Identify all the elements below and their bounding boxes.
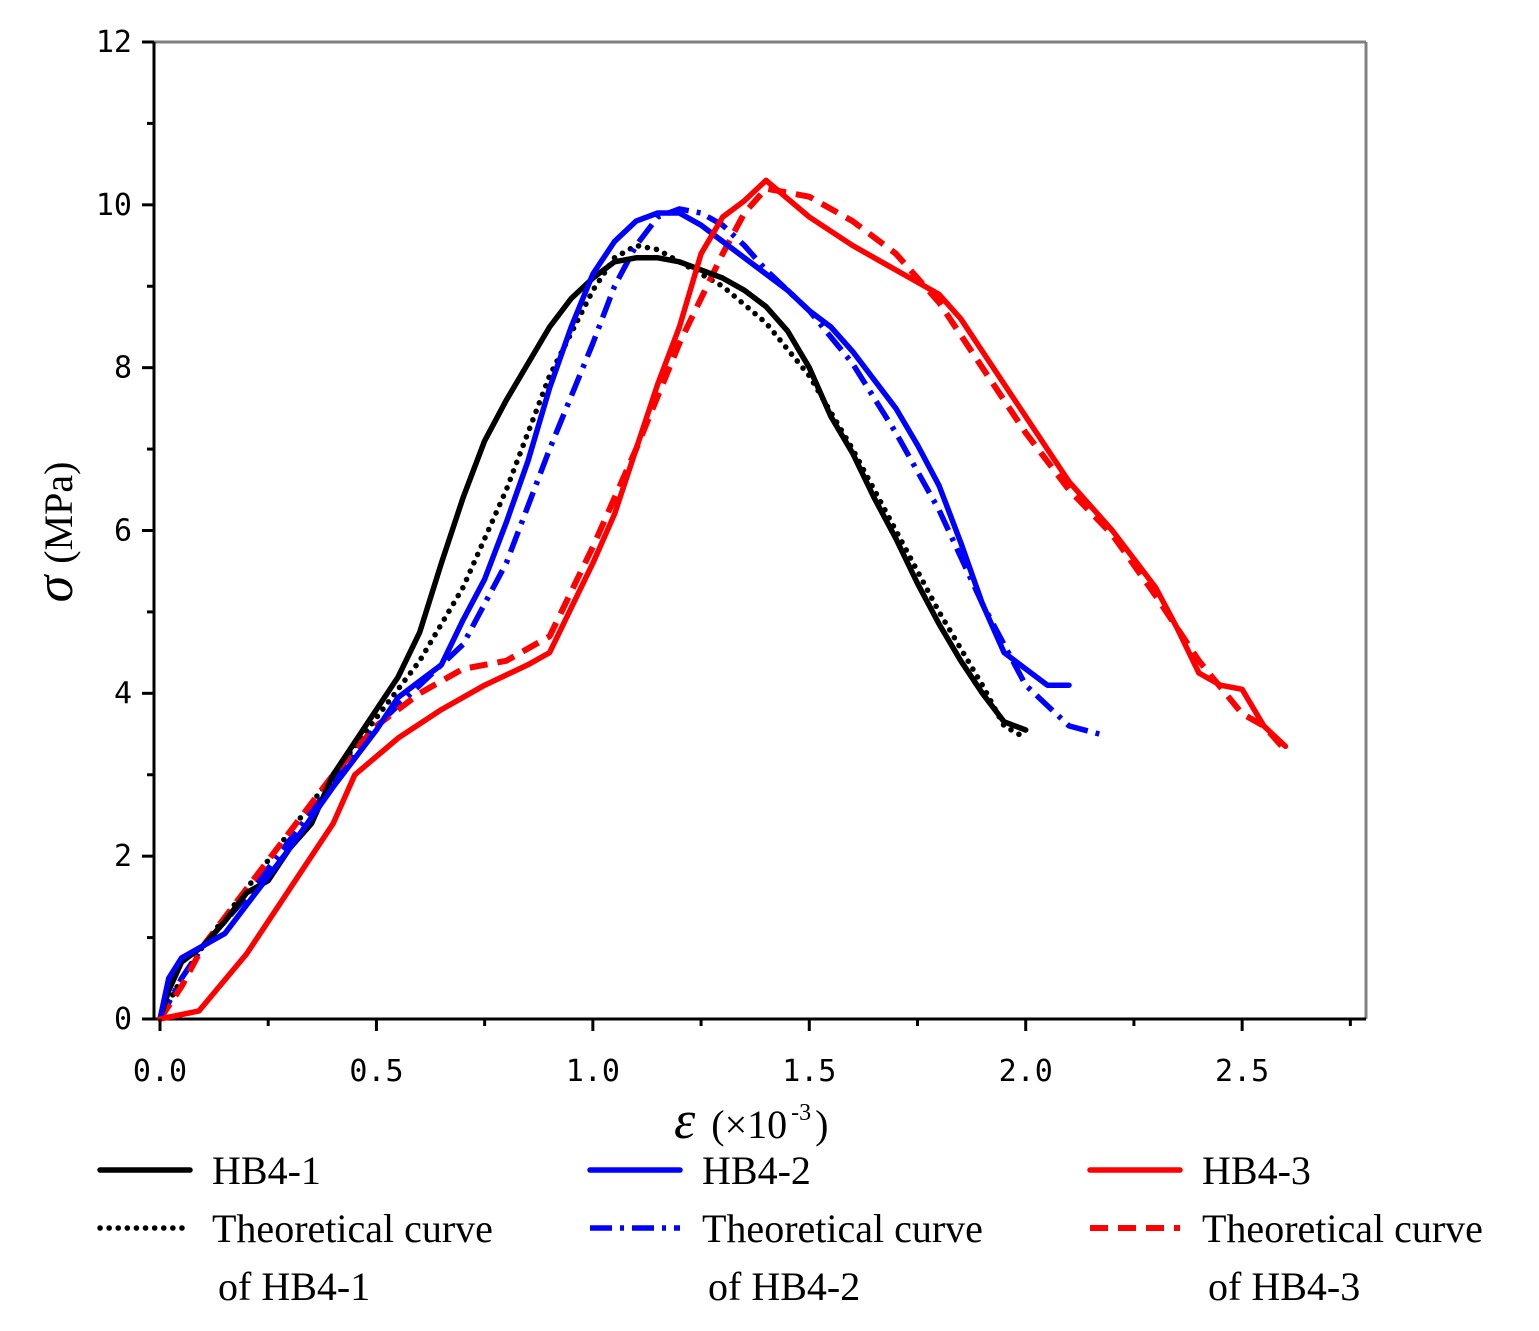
axis-ticks: 0 2 4 6 8 10 12 0.0 0.5 1.0 1.5 2.0 2.5 (96, 25, 1352, 1089)
series-line-hb4-2 (157, 210, 1072, 1022)
y-tick-label: 10 (96, 188, 132, 223)
y-tick-label: 8 (114, 351, 132, 386)
x-tick-label: 1.5 (782, 1054, 836, 1089)
y-tick-label: 4 (114, 676, 132, 711)
x-tick-label: 0.0 (133, 1054, 187, 1089)
y-tick-label: 2 (114, 839, 132, 874)
series-line-hb4-3 (157, 177, 1289, 1022)
legend-label-hb4-1: HB4-1 (212, 1148, 321, 1193)
x-axis-unit: (×10 (711, 1102, 787, 1147)
y-axis-symbol: σ (24, 573, 84, 602)
legend-label-theory-hb4-1: Theoretical curve (212, 1206, 493, 1251)
plot-series (157, 177, 1289, 1022)
legend-label2-theory-hb4-3: of HB4-3 (1208, 1264, 1360, 1309)
x-axis-exponent: -3 (791, 1100, 811, 1126)
y-axis-title: σ (MPa) (24, 462, 84, 603)
series-line-theory-hb4-2 (157, 206, 1101, 1021)
series-line-theory-hb4-1 (157, 242, 1029, 1022)
x-axis-close: ) (815, 1102, 828, 1147)
legend-label-theory-hb4-2: Theoretical curve (702, 1206, 983, 1251)
y-tick-label: 6 (114, 514, 132, 549)
legend-label-theory-hb4-3: Theoretical curve (1202, 1206, 1483, 1251)
series-line-hb4-1 (157, 255, 1029, 1022)
y-tick-label: 0 (114, 1002, 132, 1037)
legend-label2-theory-hb4-1: of HB4-1 (218, 1264, 370, 1309)
y-axis-unit: (MPa) (36, 462, 81, 564)
x-tick-label: 0.5 (349, 1054, 403, 1089)
legend-label-hb4-3: HB4-3 (1202, 1148, 1311, 1193)
x-tick-label: 2.5 (1215, 1054, 1269, 1089)
x-tick-label: 1.0 (566, 1054, 620, 1089)
y-tick-label: 12 (96, 25, 132, 60)
x-tick-label: 2.0 (999, 1054, 1053, 1089)
series-line-theory-hb4-3 (157, 185, 1288, 1021)
legend-label2-theory-hb4-2: of HB4-2 (708, 1264, 860, 1309)
legend-label-hb4-2: HB4-2 (702, 1148, 811, 1193)
x-axis-symbol: ε (674, 1090, 696, 1150)
x-axis-title: ε (×10 -3 ) (674, 1090, 829, 1150)
legend: HB4-1 HB4-2 HB4-3 Theoretical curve of HB4-1… (97, 1148, 1483, 1309)
